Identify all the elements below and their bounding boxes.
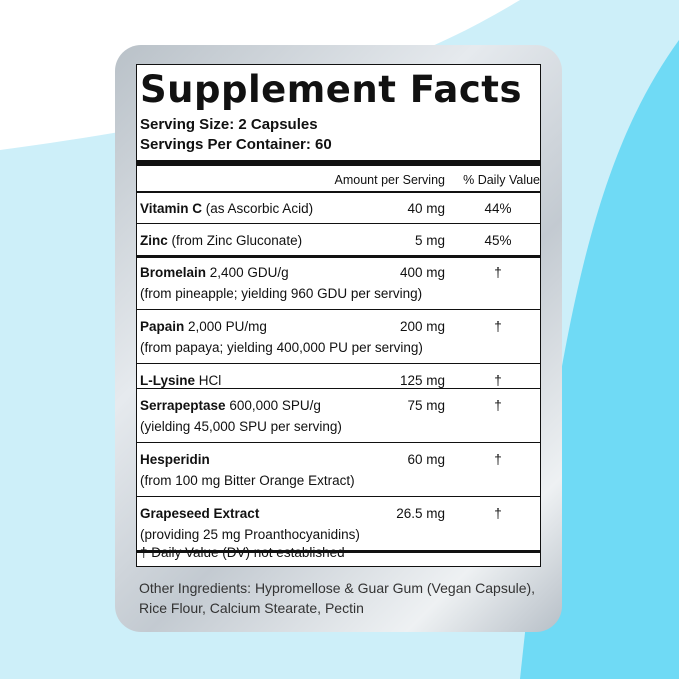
row-label: L-Lysine HCl [140, 373, 221, 389]
nutrient-note: (from 100 mg Bitter Orange Extract) [140, 473, 355, 488]
amount: 40 mg [407, 201, 445, 216]
nutrient-name: Bromelain [140, 265, 207, 280]
amount: 200 mg [399, 319, 445, 334]
nutrient-name: Vitamin C [140, 201, 203, 216]
title: Supplement Facts [140, 68, 523, 111]
nutrient-note: (from pineapple; yielding 960 GDU per se… [140, 286, 423, 301]
nutrient-detail: (from Zinc Gluconate) [171, 233, 303, 248]
daily-value: † [494, 506, 502, 521]
nutrient-detail: HCl [198, 373, 222, 388]
row-label: Serrapeptase 600,000 SPU/g [140, 398, 321, 414]
amount-header: Amount per Serving [334, 173, 445, 187]
daily-value: † [494, 452, 502, 467]
daily-value: † [494, 265, 502, 280]
nutrient-name: Papain [140, 319, 185, 334]
amount: 400 mg [399, 265, 445, 280]
amount: 125 mg [399, 373, 445, 388]
rule [136, 363, 541, 364]
amount: 26.5 mg [396, 506, 445, 521]
nutrient-note: (providing 25 mg Proanthocyanidins) [140, 527, 360, 542]
daily-value: † [494, 319, 502, 334]
amount: 5 mg [414, 233, 445, 248]
nutrient-name: Grapeseed Extract [140, 506, 260, 521]
rule [136, 496, 541, 497]
rule [136, 442, 541, 443]
nutrient-detail: 2,000 PU/mg [188, 319, 267, 334]
nutrient-detail: (as Ascorbic Acid) [205, 201, 314, 216]
nutrient-name: Serrapeptase [140, 398, 226, 413]
nutrient-note: (from papaya; yielding 400,000 PU per se… [140, 340, 423, 355]
rule [136, 191, 541, 193]
nutrient-detail: 600,000 SPU/g [229, 398, 321, 413]
row-label: Hesperidin [140, 452, 210, 468]
rule [136, 223, 541, 224]
daily-value: † [494, 398, 502, 413]
row-label: Vitamin C (as Ascorbic Acid) [140, 201, 313, 217]
dv-header: % Daily Value [463, 173, 540, 187]
nutrient-name: L-Lysine [140, 373, 196, 388]
row-label: Grapeseed Extract [140, 506, 259, 522]
rule [136, 160, 541, 166]
daily-value: 44% [484, 201, 512, 216]
rule [136, 388, 541, 389]
row-label: Bromelain 2,400 GDU/g [140, 265, 289, 281]
footnote: † Daily Value (DV) not established [140, 545, 345, 561]
servings-per-container: Servings Per Container: 60 [140, 136, 332, 153]
nutrient-name: Zinc [140, 233, 168, 248]
row-label: Zinc (from Zinc Gluconate) [140, 233, 302, 249]
nutrient-detail: 2,400 GDU/g [209, 265, 289, 280]
facts-box [136, 64, 541, 567]
amount: 75 mg [407, 398, 445, 413]
nutrient-name: Hesperidin [140, 452, 210, 467]
row-label: Papain 2,000 PU/mg [140, 319, 267, 335]
serving-size: Serving Size: 2 Capsules [140, 116, 318, 133]
rule [136, 309, 541, 310]
rule [136, 550, 541, 553]
amount: 60 mg [407, 452, 445, 467]
rule [136, 255, 541, 258]
daily-value: 45% [484, 233, 512, 248]
other-ingredients: Other Ingredients: Hypromellose & Guar G… [139, 580, 536, 616]
nutrient-note: (yielding 45,000 SPU per serving) [140, 419, 342, 434]
daily-value: † [494, 373, 502, 388]
